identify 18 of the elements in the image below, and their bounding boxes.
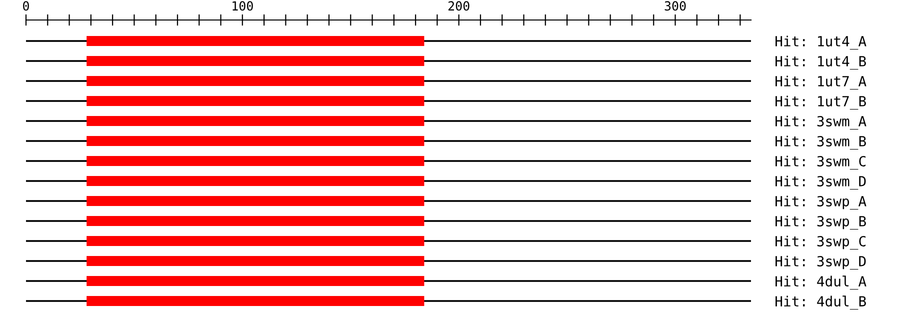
y-tick-label: Hit: 1ut7_A xyxy=(776,76,866,90)
x-tick-label: 200 xyxy=(448,1,470,11)
y-tick-label: Hit: 4dul_A xyxy=(776,276,866,290)
y-tick-label: Hit: 1ut7_B xyxy=(776,96,866,110)
y-tick-label: Hit: 3swp_B xyxy=(776,216,866,230)
y-tick-label: Hit: 3swm_C xyxy=(776,156,866,170)
y-tick-label: Hit: 1ut4_A xyxy=(776,36,866,50)
x-tick-label: 100 xyxy=(232,1,253,11)
y-tick-label: Hit: 3swm_D xyxy=(776,176,866,190)
y-tick-label: Hit: 3swm_B xyxy=(776,136,866,150)
y-tick-label: Hit: 4dul_B xyxy=(776,296,866,310)
y-tick-label: Hit: 3swm_A xyxy=(776,116,866,130)
x-tick-label: 300 xyxy=(664,1,686,11)
x-tick-label: 0 xyxy=(23,1,29,11)
y-tick-label: Hit: 3swp_A xyxy=(776,196,866,210)
y-tick-label: Hit: 1ut4_B xyxy=(776,56,866,70)
y-tick-label: Hit: 3swp_C xyxy=(776,236,866,250)
y-tick-label: Hit: 3swp_D xyxy=(776,256,866,270)
